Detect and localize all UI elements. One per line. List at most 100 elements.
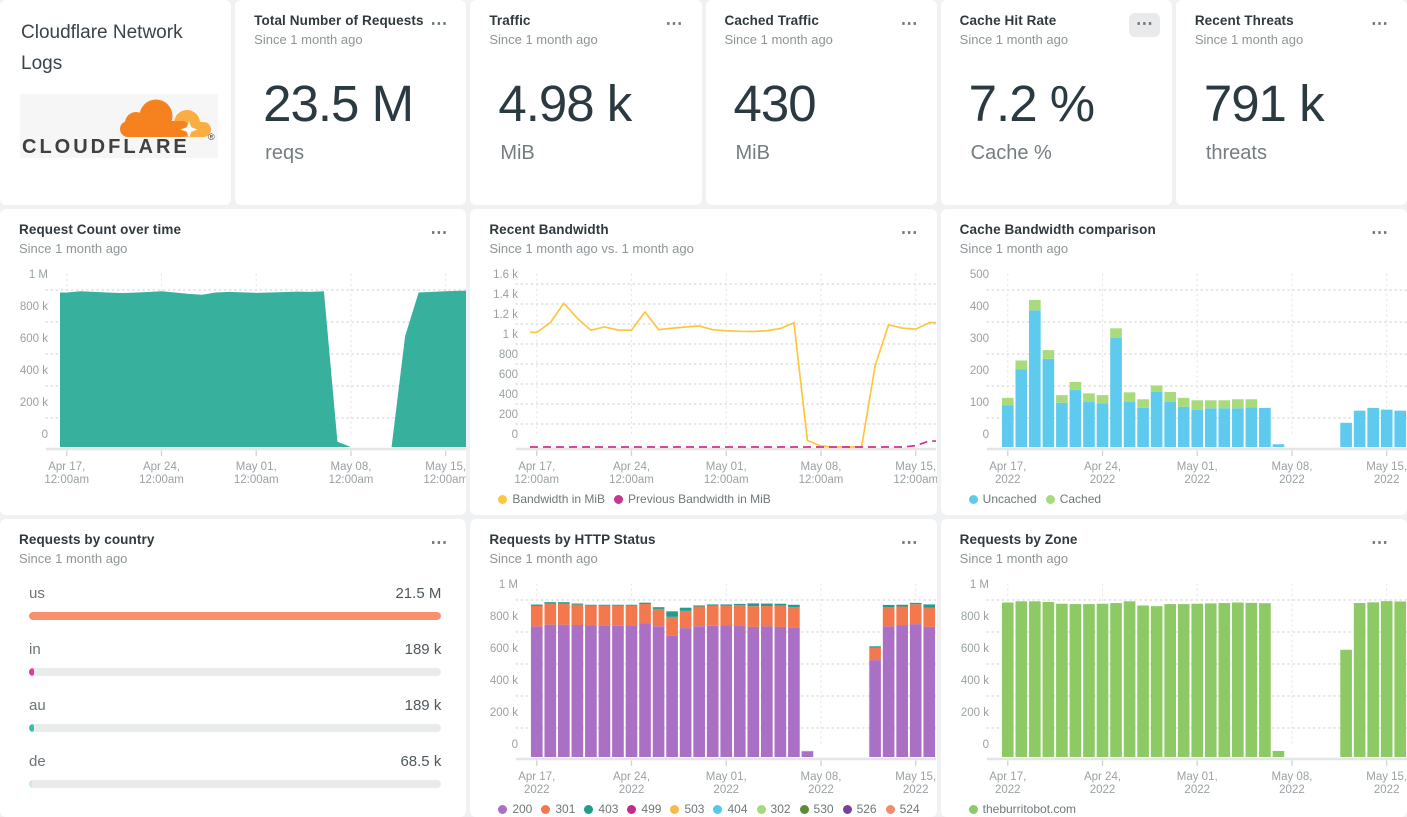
legend-item[interactable]: 530 — [799, 802, 834, 816]
panel-menu-button[interactable]: ⋯ — [430, 223, 448, 242]
panel-menu-button[interactable]: ⋯ — [900, 14, 918, 33]
cache-bandwidth-chart[interactable]: 0 100 200 300 400 500 Apr 17, 2022 Apr 24, 2022 Ma… — [957, 264, 1407, 490]
legend-item[interactable]: Cached — [1045, 492, 1101, 506]
bar-segment — [680, 628, 692, 757]
y-axis-label: 1 M — [499, 579, 518, 591]
legend-item[interactable]: Bandwidth in MiB — [498, 492, 605, 506]
legend-item[interactable]: Previous Bandwidth in MiB — [614, 492, 771, 506]
y-axis-label: 400 k — [490, 675, 518, 687]
country-row[interactable]: us 21.5 M — [29, 585, 442, 620]
legend-label: theburritobot.com — [982, 802, 1077, 816]
bar-segment — [1015, 369, 1027, 447]
legend-item[interactable]: 503 — [670, 802, 704, 816]
bar-segment — [1272, 444, 1284, 447]
legend-item[interactable]: 403 — [584, 802, 618, 816]
legend-item[interactable]: 200 — [498, 802, 532, 816]
cloudflare-logo-graphic: CLOUDFLARE ® — [22, 99, 215, 158]
bar-segment — [1123, 402, 1136, 447]
bar-segment — [869, 660, 882, 757]
cloud-main-shape — [120, 99, 190, 137]
legend-dot-icon — [968, 804, 978, 814]
legend-item[interactable]: 404 — [713, 802, 748, 816]
panel-menu-button[interactable]: ⋯ — [900, 533, 918, 552]
legend-dot-icon — [885, 804, 895, 814]
bar-segment — [531, 605, 543, 627]
legend-item[interactable]: 524 — [885, 802, 920, 816]
recent-bandwidth-chart[interactable]: 0 200 400 600 800 1 k 1.2 k 1.4 k 1.6 k Apr 17, 12… — [486, 264, 937, 490]
x-axis-label: 12:00am — [423, 474, 466, 486]
x-axis-label: 2022 — [1089, 784, 1115, 796]
logo-reg-mark: ® — [208, 132, 215, 142]
x-axis-label: 12:00am — [234, 474, 279, 486]
y-axis-label: 500 — [969, 269, 988, 281]
bar-segment — [1394, 601, 1406, 757]
bar-segment — [558, 602, 570, 604]
legend-item[interactable]: 526 — [842, 802, 877, 816]
bar-segment — [774, 603, 787, 606]
panel-menu-button[interactable]: ⋯ — [1371, 223, 1388, 242]
bar-segment — [747, 603, 760, 607]
bar-segment — [558, 624, 570, 757]
panel-menu-button[interactable]: ⋯ — [665, 14, 683, 33]
legend-label: Bandwidth in MiB — [512, 492, 606, 506]
requests-by-country-list[interactable]: us 21.5 M in 189 k au 189 k de 68.5 k — [29, 585, 442, 788]
panel-subtitle: Since 1 month ago — [959, 551, 1069, 566]
x-axis-label: 2022 — [1184, 474, 1210, 486]
panel-menu-button[interactable]: ⋯ — [1371, 14, 1388, 33]
country-bar-track — [29, 724, 442, 732]
country-row[interactable]: de 68.5 k — [29, 753, 442, 788]
bar-segment — [1001, 397, 1014, 406]
legend-item[interactable]: theburritobot.com — [968, 802, 1077, 816]
x-axis-label: 2022 — [995, 784, 1021, 796]
panel-menu-button[interactable]: ⋯ — [430, 14, 448, 33]
bar-segment — [923, 607, 936, 627]
country-label: de — [29, 753, 46, 770]
panel-menu-button[interactable]: ⋯ — [1128, 13, 1160, 37]
bar-segment — [883, 604, 895, 608]
panel-recent-bandwidth: Recent Bandwidth Since 1 month ago vs. 1… — [470, 209, 937, 515]
bar-segment — [747, 626, 760, 757]
bar-segment — [1191, 409, 1203, 447]
panel-menu-button[interactable]: ⋯ — [430, 533, 448, 552]
y-axis-label: 800 k — [961, 611, 989, 623]
bar-segment — [1339, 422, 1352, 447]
panel-subtitle: Since 1 month ago — [254, 32, 363, 47]
y-axis-label: 400 — [499, 389, 518, 401]
panel-title: Traffic — [489, 13, 531, 28]
legend-item[interactable]: 499 — [627, 802, 661, 816]
x-axis-label: Apr 24, — [613, 461, 650, 473]
x-axis-label: 2022 — [1374, 784, 1400, 796]
bar-segment — [1204, 408, 1217, 447]
bar-segment — [666, 616, 679, 636]
x-axis-label: 2022 — [808, 784, 834, 796]
bar-segment — [707, 604, 719, 606]
legend-item[interactable]: Uncached — [968, 492, 1037, 506]
legend-label: 200 — [512, 802, 533, 816]
y-axis-label: 1.6 k — [493, 269, 518, 281]
bar-segment — [1042, 358, 1054, 447]
bar-segment — [1082, 393, 1095, 403]
chart-legend: theburritobot.com — [968, 802, 1407, 816]
y-axis-label: 200 k — [961, 707, 989, 719]
chart-legend: 200 301 403 499 503 404 302 530 526 524 — [498, 802, 936, 816]
legend-item[interactable]: 301 — [541, 802, 575, 816]
y-axis-label: 1 M — [969, 579, 988, 591]
panel-menu-button[interactable]: ⋯ — [900, 223, 918, 242]
panel-menu-button[interactable]: ⋯ — [1371, 533, 1388, 552]
legend-dot-icon — [1045, 494, 1055, 504]
bar-segment — [1204, 603, 1217, 757]
country-row[interactable]: in 189 k — [29, 641, 442, 676]
country-row[interactable]: au 189 k — [29, 697, 442, 732]
panel-subtitle: Since 1 month ago — [19, 241, 128, 256]
bar-segment — [585, 604, 598, 606]
panel-request-count: Request Count over time Since 1 month ag… — [0, 209, 467, 515]
legend-item[interactable]: 302 — [756, 802, 791, 816]
